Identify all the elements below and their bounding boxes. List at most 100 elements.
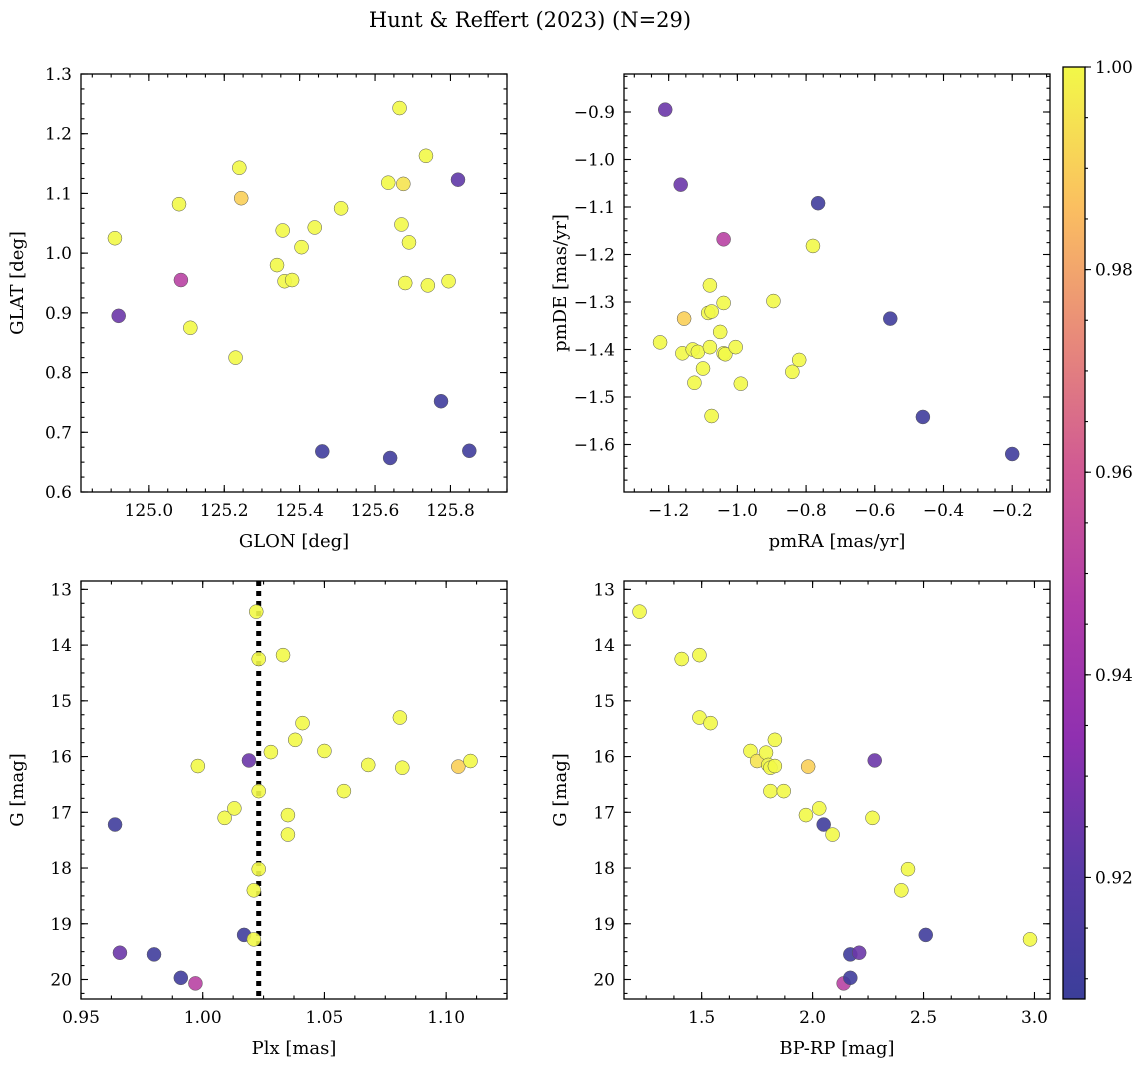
x-tick-label: 1.10 xyxy=(427,1008,465,1028)
scatter-point xyxy=(652,335,668,350)
y-tick-label: 20 xyxy=(593,970,615,990)
y-tick-label: 19 xyxy=(50,915,72,935)
x-tick-label: −1.2 xyxy=(648,501,689,521)
y-axis-label: pmDE [mas/yr] xyxy=(550,214,571,352)
scatter-point xyxy=(867,753,882,768)
scatter-point xyxy=(392,100,407,116)
scatter-point xyxy=(791,352,807,368)
scatter-point xyxy=(712,324,728,340)
colorbar: 0.92 0.94 0.96 0.98 1.00 xyxy=(1062,58,1133,1000)
scatter-point xyxy=(704,408,719,424)
scatter-point xyxy=(692,647,707,663)
scatter-point xyxy=(188,976,203,991)
y-tick-label: 1.0 xyxy=(45,244,72,264)
scatter-point xyxy=(1022,932,1038,947)
scatter-point xyxy=(810,195,826,211)
scatter-point xyxy=(728,339,743,355)
scatter-point xyxy=(251,783,266,799)
x-tick-label: −1.0 xyxy=(717,501,758,521)
x-tick-label: −0.2 xyxy=(992,501,1033,521)
x-axis-label: GLON [deg] xyxy=(239,531,349,552)
scatter-point xyxy=(883,311,898,326)
scatter-point xyxy=(441,273,456,289)
scatter-point xyxy=(687,375,702,390)
x-tick-label: −0.4 xyxy=(923,501,964,521)
y-tick-label: 14 xyxy=(50,636,72,656)
scatter-point xyxy=(401,235,417,250)
scatter-point xyxy=(716,295,731,311)
y-tick-label: −1.2 xyxy=(574,246,615,266)
scatter-point xyxy=(418,148,434,164)
colorbar-tick-label: 0.94 xyxy=(1095,666,1133,686)
scatter-point xyxy=(816,817,831,832)
scatter-point xyxy=(111,308,126,324)
scatter-point xyxy=(397,275,413,291)
scatter-point xyxy=(249,604,264,619)
scatter-point xyxy=(228,350,243,365)
x-tick-label: 125.2 xyxy=(200,501,249,521)
scatter-point xyxy=(843,970,858,986)
scatter-point xyxy=(173,970,189,986)
scatter-point xyxy=(241,753,257,768)
colorbar-tick-label: 0.96 xyxy=(1095,463,1133,483)
scatter-point xyxy=(632,604,647,619)
y-tick-label: 0.6 xyxy=(45,483,72,503)
scatter-point xyxy=(233,190,249,206)
scatter-point xyxy=(716,232,731,247)
y-tick-label: 0.8 xyxy=(45,364,72,384)
scatter-point xyxy=(733,376,749,391)
scatter-point xyxy=(463,753,478,769)
scatter-point xyxy=(284,272,300,288)
scatter-point xyxy=(112,945,128,960)
scatter-point xyxy=(851,945,867,960)
scatter-point xyxy=(673,177,688,192)
scatter-point xyxy=(865,810,880,826)
colorbar-tick-label: 1.00 xyxy=(1095,58,1133,78)
scatter-point xyxy=(451,759,466,774)
scatter-point xyxy=(450,172,466,187)
y-tick-label: 16 xyxy=(593,748,615,768)
scatter-point xyxy=(915,409,931,425)
y-tick-label: 18 xyxy=(50,859,72,879)
scatter-point xyxy=(246,883,262,898)
x-axis-label: pmRA [mas/yr] xyxy=(769,531,906,552)
x-axis-label: Plx [mas] xyxy=(252,1038,337,1059)
x-tick-label: 125.8 xyxy=(426,501,475,521)
scatter-point xyxy=(462,443,477,459)
y-tick-label: 19 xyxy=(593,915,615,935)
scatter-point xyxy=(251,861,266,877)
colorbar-tick-label: 0.98 xyxy=(1095,261,1133,281)
scatter-point xyxy=(269,257,285,273)
y-tick-label: 1.2 xyxy=(45,125,72,145)
scatter-point xyxy=(766,293,781,309)
scatter-point xyxy=(315,444,330,459)
y-tick-label: 16 xyxy=(50,748,72,768)
y-tick-label: 20 xyxy=(50,970,72,990)
scatter-point xyxy=(785,364,800,380)
scatter-point xyxy=(295,715,310,731)
scatter-point xyxy=(107,817,123,832)
panel-3: 0.95 1.00 1.05 1.10 13 14 15 16 17 18 19 20 Plx [mas… xyxy=(7,580,508,1059)
scatter-point xyxy=(307,220,322,235)
scatter-point xyxy=(702,278,718,293)
y-tick-label: 18 xyxy=(593,859,615,879)
y-tick-label: 0.9 xyxy=(45,304,72,324)
scatter-point xyxy=(695,361,711,376)
scatter-point xyxy=(776,783,791,799)
x-tick-label: 125.4 xyxy=(275,501,324,521)
x-tick-label: 2.5 xyxy=(910,1008,937,1028)
scatter-point xyxy=(173,272,189,288)
axes-frame xyxy=(80,580,508,1000)
y-tick-label: 17 xyxy=(50,803,72,823)
scatter-point xyxy=(396,176,411,192)
scatter-point xyxy=(251,651,266,667)
scatter-point xyxy=(702,339,718,355)
y-tick-label: 13 xyxy=(50,580,72,600)
panel-2: −1.2 −1.0 −0.8 −0.6 −0.4 −0.2 −1.6 −1.5 −1.4 −1.3… xyxy=(550,73,1051,552)
scatter-point xyxy=(676,311,692,326)
scatter-point xyxy=(275,223,290,238)
y-axis-label: G [mag] xyxy=(7,753,28,826)
scatter-point xyxy=(812,801,827,816)
scatter-point xyxy=(704,304,719,319)
